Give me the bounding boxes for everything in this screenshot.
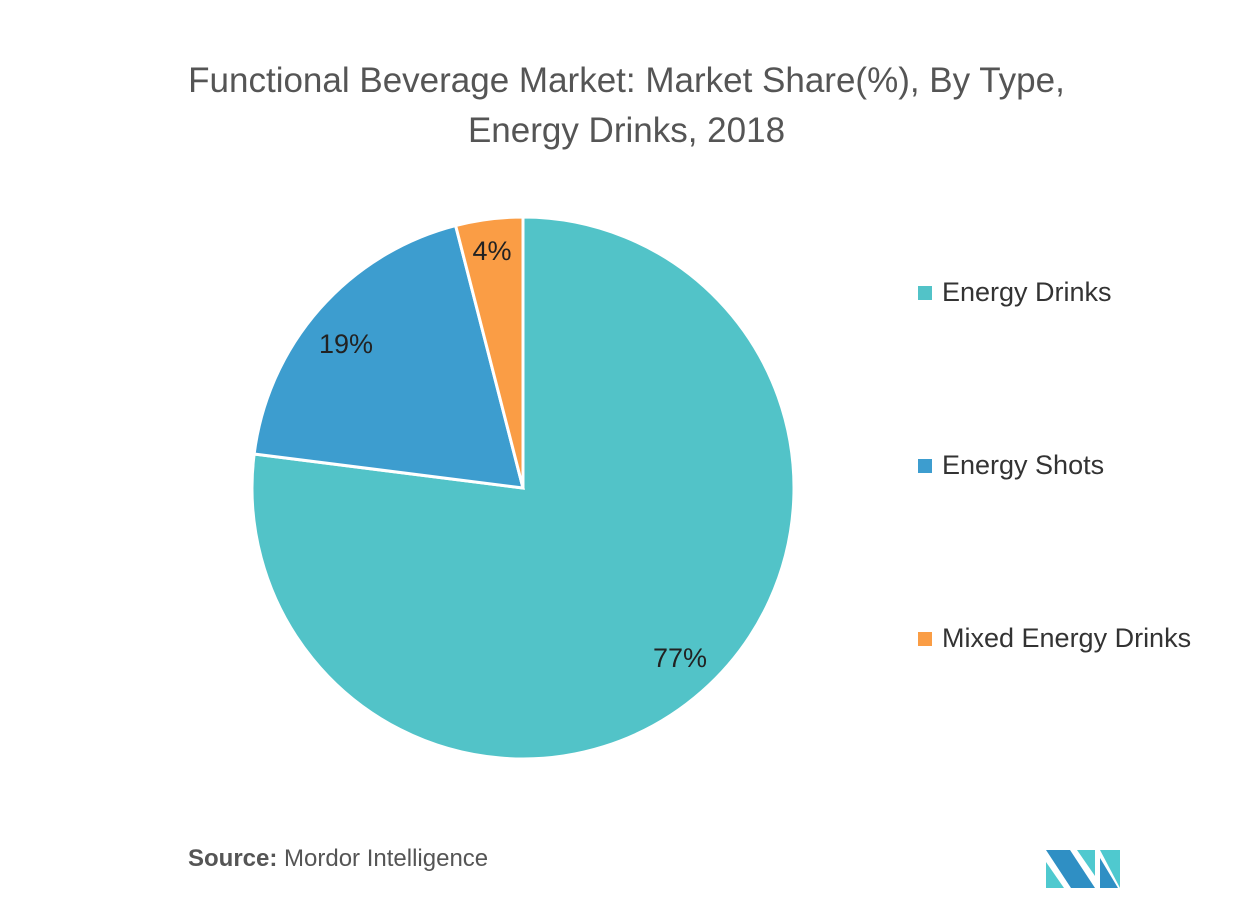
legend-item-mixed-energy-drinks: Mixed Energy Drinks	[918, 623, 1191, 654]
legend-swatch	[918, 458, 932, 473]
data-label: 4%	[472, 236, 511, 266]
legend-label: Mixed Energy Drinks	[942, 623, 1192, 653]
legend-label: Energy Shots	[942, 450, 1105, 480]
data-label: 77%	[653, 643, 707, 673]
legend-swatch	[918, 631, 932, 646]
legend-item-energy-shots: Energy Shots	[918, 450, 1104, 481]
source-note: Source: Mordor Intelligence	[188, 845, 488, 873]
source-label: Source:	[188, 845, 278, 872]
legend-label: Energy Drinks	[942, 277, 1112, 307]
pie-slice-mixed-energy-drinks	[453, 215, 525, 489]
legend-item-energy-drinks: Energy Drinks	[918, 277, 1112, 308]
pie-slice-energy-shots	[252, 223, 526, 490]
data-label: 19%	[319, 329, 373, 359]
title-line-2: Energy Drinks, 2018	[467, 111, 786, 150]
title-line-1: Functional Beverage Market: Market Share…	[188, 61, 1065, 100]
legend-swatch	[918, 285, 932, 300]
chart-title: Functional Beverage Market: Market Share…	[0, 56, 1253, 156]
source-text: Mordor Intelligence	[284, 845, 489, 872]
